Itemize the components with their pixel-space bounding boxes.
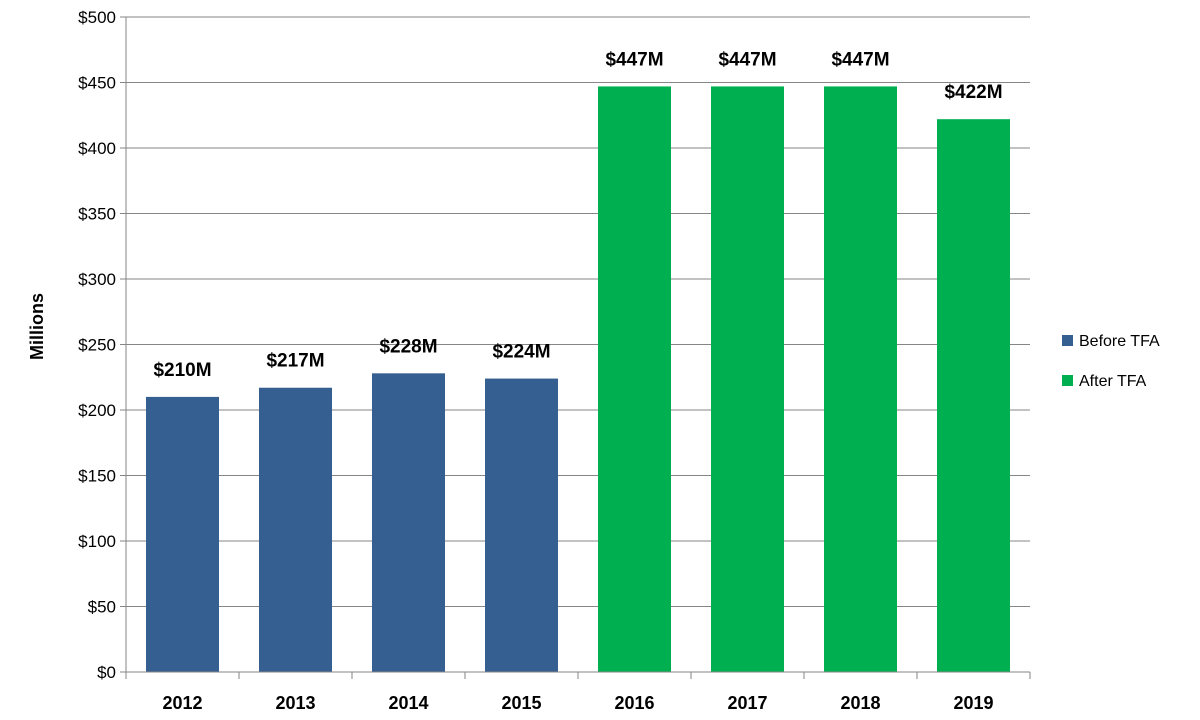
data-label: $447M xyxy=(718,49,776,70)
y-tick-label: $150 xyxy=(78,467,116,486)
data-label: $228M xyxy=(379,336,437,357)
legend-swatch xyxy=(1062,335,1073,346)
bar xyxy=(259,387,332,672)
data-labels: $210M $217M $228M $224M $447M $447M $447M $422M xyxy=(153,49,1002,380)
x-tick-label: 2019 xyxy=(953,693,993,713)
y-tick-label: $450 xyxy=(78,74,116,93)
y-tick-label: $350 xyxy=(78,205,116,224)
data-label: $447M xyxy=(831,49,889,70)
x-tick-label: 2014 xyxy=(388,693,428,713)
x-tick-label: 2017 xyxy=(727,693,767,713)
data-label: $217M xyxy=(266,351,324,372)
y-tick-label: $200 xyxy=(78,401,116,420)
y-tick-label: $300 xyxy=(78,270,116,289)
bars xyxy=(146,86,1010,673)
bar xyxy=(711,86,784,673)
legend-label: Before TFA xyxy=(1079,333,1160,350)
bar xyxy=(937,119,1010,673)
y-axis-title: Millions xyxy=(27,293,47,360)
data-label: $210M xyxy=(153,360,211,381)
bar xyxy=(598,86,671,673)
x-tick-label: 2013 xyxy=(275,693,315,713)
data-label: $447M xyxy=(605,49,663,70)
x-tick-label: 2012 xyxy=(162,693,202,713)
legend-swatch xyxy=(1062,375,1073,386)
y-tick-label: $0 xyxy=(97,663,116,682)
y-tick-label: $500 xyxy=(78,8,116,27)
y-tick-labels: $0 $50 $100 $150 $200 $250 $300 $350 $400 $450 $50… xyxy=(78,8,126,682)
legend: Before TFA After TFA xyxy=(1062,333,1160,390)
x-tick-labels: 2012 2013 2014 2015 2016 2017 2018 2019 xyxy=(125,672,1031,713)
y-tick-label: $400 xyxy=(78,139,116,158)
y-tick-label: $50 xyxy=(88,598,116,617)
y-tick-label: $100 xyxy=(78,532,116,551)
legend-label: After TFA xyxy=(1079,373,1147,390)
x-tick-label: 2015 xyxy=(501,693,541,713)
y-tick-label: $250 xyxy=(78,336,116,355)
x-tick-label: 2016 xyxy=(614,693,654,713)
x-tick-label: 2018 xyxy=(840,693,880,713)
bar xyxy=(824,86,897,673)
bar xyxy=(372,373,445,672)
bar xyxy=(485,378,558,672)
data-label: $422M xyxy=(944,82,1002,103)
bar xyxy=(146,396,219,672)
data-label: $224M xyxy=(492,342,550,363)
